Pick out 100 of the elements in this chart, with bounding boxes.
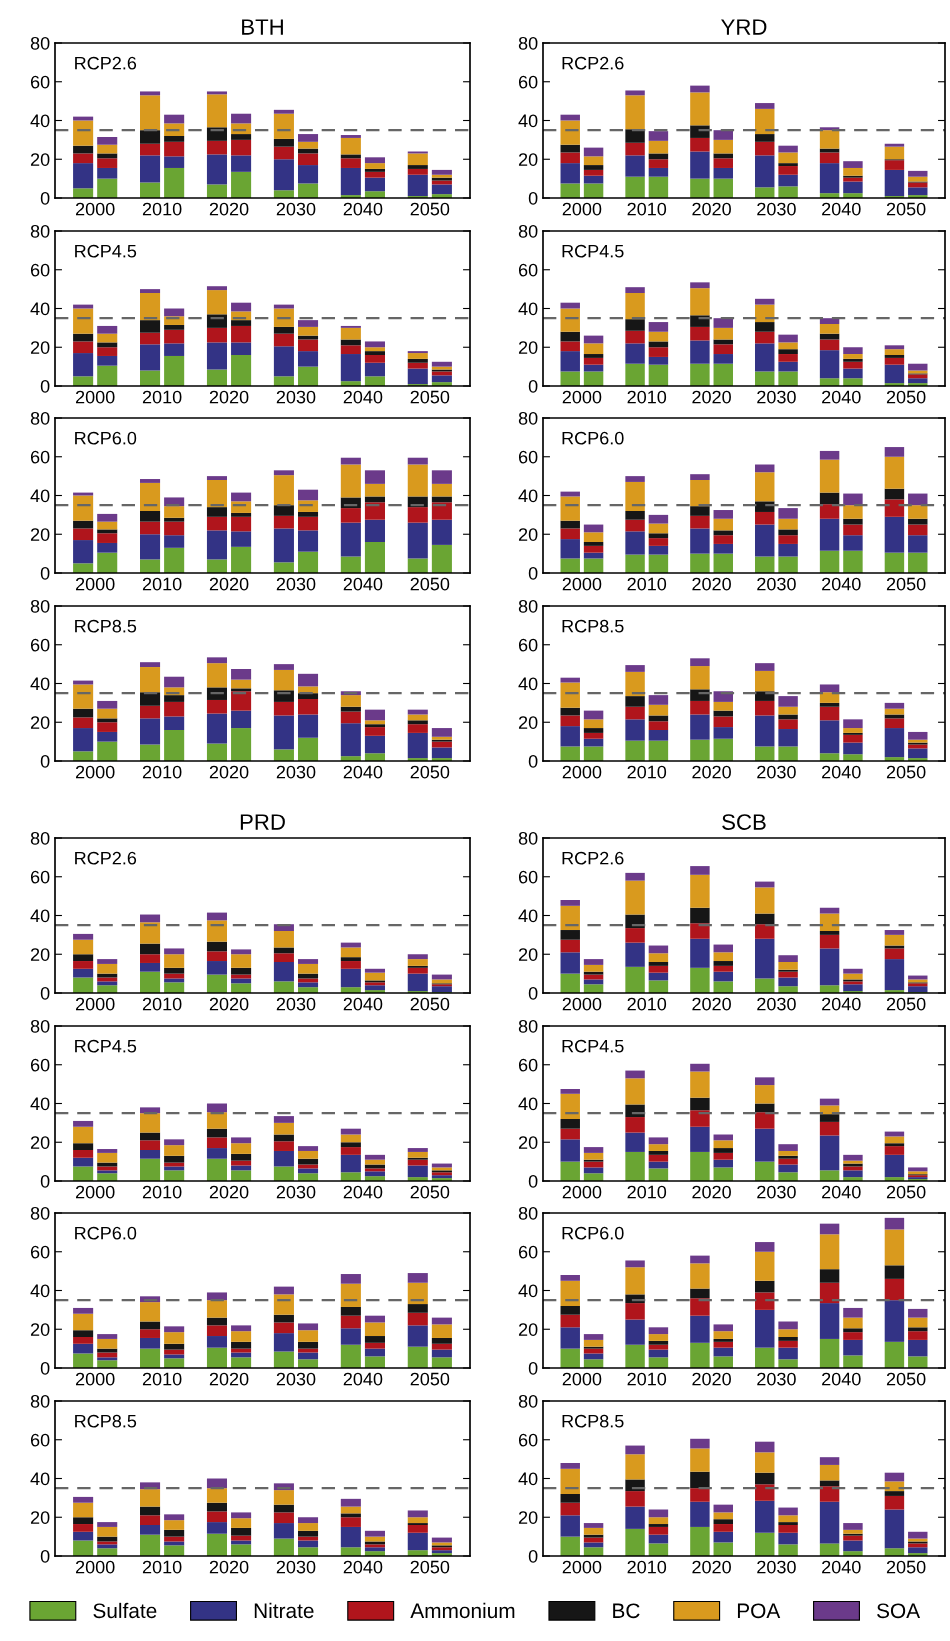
annotation: RCP6.0 <box>75 431 137 445</box>
y-tick-label: 60 <box>518 450 538 464</box>
x-tick-label: 2030 <box>276 577 316 591</box>
y-tick-label: 0 <box>40 754 50 768</box>
y-tick-label: 0 <box>528 566 538 580</box>
x-tick-label: 2030 <box>757 1560 796 1574</box>
x-tick-label: 2050 <box>410 202 450 216</box>
y-tick-label: 80 <box>518 224 538 238</box>
x-tick-label: 2020 <box>209 1372 249 1386</box>
x-tick-label: 2000 <box>75 997 115 1011</box>
y-tick-label: 80 <box>518 1019 538 1033</box>
annotation: RCP6.0 <box>562 431 624 445</box>
x-tick-label: 2040 <box>822 202 861 216</box>
annotation: RCP8.5 <box>75 1414 137 1428</box>
y-tick-label: 40 <box>518 114 538 128</box>
x-tick-label: 2050 <box>886 1185 926 1199</box>
x-tick-label: 2010 <box>627 390 667 404</box>
annotation: RCP2.6 <box>75 851 137 865</box>
y-tick-label: 0 <box>40 1361 50 1375</box>
x-tick-label: 2000 <box>562 997 602 1011</box>
annotation: RCP4.5 <box>562 244 624 258</box>
x-tick-label: 2050 <box>886 577 926 591</box>
x-tick-label: 2050 <box>410 765 450 779</box>
y-tick-label: 20 <box>518 716 538 729</box>
x-tick-label: 2050 <box>410 997 450 1011</box>
x-tick-label: 2010 <box>142 390 182 404</box>
legend-label: SOA <box>877 1603 921 1619</box>
y-tick-label: 20 <box>30 341 50 354</box>
y-tick-label: 0 <box>528 1174 538 1188</box>
x-tick-label: 2040 <box>822 1560 861 1574</box>
y-tick-label: 20 <box>518 1323 538 1336</box>
x-tick-label: 2020 <box>209 390 249 404</box>
x-tick-label: 2020 <box>209 997 249 1011</box>
x-tick-label: 2030 <box>276 1372 316 1386</box>
x-tick-label: 2050 <box>886 1560 926 1574</box>
x-tick-label: 2010 <box>142 577 182 591</box>
x-tick-label: 2050 <box>886 765 926 779</box>
x-tick-label: 2020 <box>692 997 731 1011</box>
annotation: RCP6.0 <box>562 1226 624 1240</box>
y-tick-label: 80 <box>518 36 538 50</box>
y-tick-label: 0 <box>528 986 538 1000</box>
x-tick-label: 2010 <box>627 765 667 779</box>
x-tick-label: 2040 <box>343 1372 383 1386</box>
annotation: RCP2.6 <box>562 851 624 865</box>
x-tick-label: 2040 <box>343 577 383 591</box>
annotation: RCP2.6 <box>75 56 137 70</box>
y-tick-label: 60 <box>518 1058 538 1072</box>
y-tick-label: 40 <box>30 489 50 503</box>
y-tick-label: 40 <box>518 1472 538 1486</box>
y-tick-label: 0 <box>40 1549 50 1563</box>
y-tick-label: 40 <box>518 909 538 923</box>
x-tick-label: 2050 <box>410 390 450 404</box>
x-tick-label: 2040 <box>822 765 861 779</box>
x-tick-label: 2000 <box>75 202 115 216</box>
chart-title: SCB <box>722 814 766 830</box>
x-tick-label: 2030 <box>276 765 316 779</box>
y-tick-label: 0 <box>40 379 50 393</box>
y-tick-label: 20 <box>518 153 538 166</box>
y-tick-label: 60 <box>518 1245 538 1259</box>
y-tick-label: 0 <box>40 191 50 205</box>
y-tick-label: 20 <box>30 528 50 541</box>
y-tick-label: 40 <box>30 114 50 128</box>
x-tick-label: 2040 <box>822 390 861 404</box>
y-tick-label: 60 <box>30 638 50 652</box>
x-tick-label: 2030 <box>757 765 796 779</box>
y-tick-label: 80 <box>30 831 50 845</box>
x-tick-label: 2010 <box>627 202 667 216</box>
y-tick-label: 40 <box>30 1284 50 1298</box>
y-tick-label: 80 <box>30 224 50 238</box>
chart-title: BTH <box>242 19 283 35</box>
x-tick-label: 2030 <box>276 390 316 404</box>
x-tick-label: 2020 <box>209 1560 249 1574</box>
x-tick-label: 2000 <box>562 577 602 591</box>
y-tick-label: 0 <box>528 1549 538 1563</box>
x-tick-label: 2020 <box>209 202 249 216</box>
y-tick-label: 60 <box>30 75 50 89</box>
x-tick-label: 2020 <box>209 765 249 779</box>
y-tick-label: 0 <box>40 566 50 580</box>
legend-label: POA <box>737 1603 781 1619</box>
x-tick-label: 2010 <box>627 577 667 591</box>
x-tick-label: 2020 <box>692 1372 731 1386</box>
x-tick-label: 2010 <box>142 1372 182 1386</box>
y-tick-label: 60 <box>30 450 50 464</box>
x-tick-label: 2030 <box>276 1185 316 1199</box>
annotation: RCP8.5 <box>562 619 624 633</box>
x-tick-label: 2000 <box>562 1560 602 1574</box>
x-tick-label: 2030 <box>757 577 796 591</box>
x-tick-label: 2000 <box>562 202 602 216</box>
x-tick-label: 2030 <box>757 1372 796 1386</box>
x-tick-label: 2020 <box>692 1560 731 1574</box>
y-tick-label: 80 <box>30 411 50 425</box>
y-tick-label: 40 <box>518 1097 538 1111</box>
annotation: RCP8.5 <box>75 619 137 633</box>
x-tick-label: 2040 <box>822 1185 861 1199</box>
y-tick-label: 80 <box>30 1206 50 1220</box>
x-tick-label: 2010 <box>142 765 182 779</box>
legend-label: Ammonium <box>410 1602 515 1619</box>
x-tick-label: 2040 <box>343 1185 383 1199</box>
x-tick-label: 2000 <box>562 1372 602 1386</box>
x-tick-label: 2020 <box>692 202 731 216</box>
